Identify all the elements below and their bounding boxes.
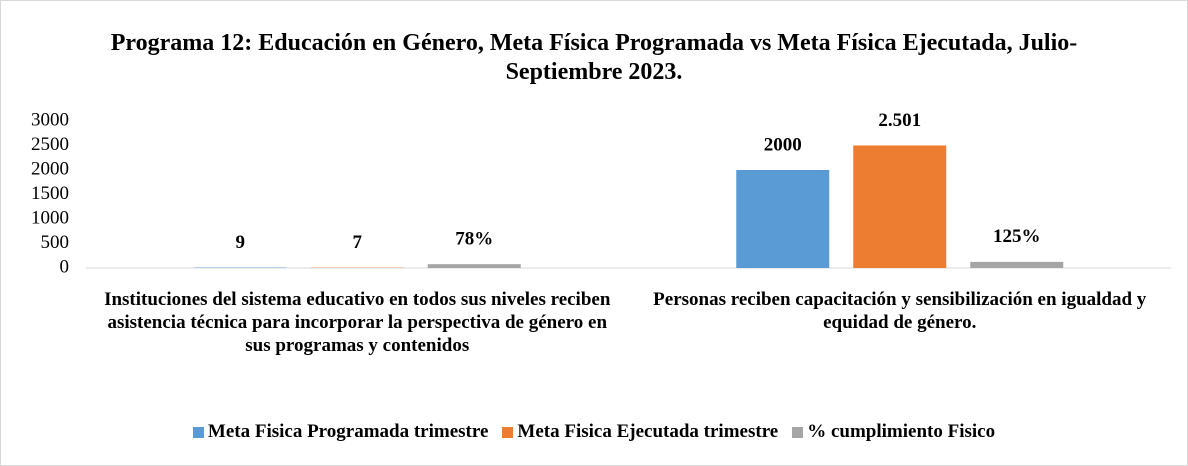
- y-tick-label: 3000: [31, 109, 69, 130]
- bar: [853, 145, 947, 268]
- x-tick-label: Instituciones del sistema educativo en t…: [104, 289, 611, 356]
- bar: [427, 264, 521, 268]
- legend-swatch: [792, 426, 804, 438]
- y-tick-label: 500: [41, 232, 70, 253]
- data-label: 2.501: [878, 110, 921, 131]
- legend: Meta Fisica Programada trimestre Meta Fis…: [1, 421, 1187, 443]
- x-tick-label: Personas reciben capacitación y sensibil…: [653, 289, 1147, 333]
- data-label: 2000: [764, 134, 802, 155]
- legend-label: Meta Fisica Programada trimestre: [207, 421, 489, 442]
- legend-swatch: [502, 426, 514, 438]
- data-label: 9: [236, 232, 246, 253]
- data-label: 78%: [455, 229, 493, 250]
- legend-item: Meta Fisica Programada trimestre: [192, 421, 489, 443]
- legend-swatch: [192, 426, 204, 438]
- bar: [970, 261, 1064, 268]
- bar: [736, 170, 830, 268]
- data-label: 7: [353, 232, 363, 253]
- legend-label: Meta Fisica Ejecutada trimestre: [517, 421, 779, 442]
- y-tick-label: 1500: [31, 183, 69, 204]
- y-tick-label: 1000: [31, 207, 69, 228]
- y-tick-label: 2500: [31, 134, 69, 155]
- legend-item: Meta Fisica Ejecutada trimestre: [502, 421, 778, 443]
- y-tick-label: 0: [60, 256, 70, 277]
- data-label: 125%: [993, 226, 1041, 247]
- legend-item: % cumplimiento Fisico: [792, 421, 995, 443]
- chart-title: Programa 12: Educación en Género, Meta F…: [110, 30, 1078, 85]
- legend-label: % cumplimiento Fisico: [807, 421, 996, 442]
- y-tick-label: 2000: [31, 158, 69, 179]
